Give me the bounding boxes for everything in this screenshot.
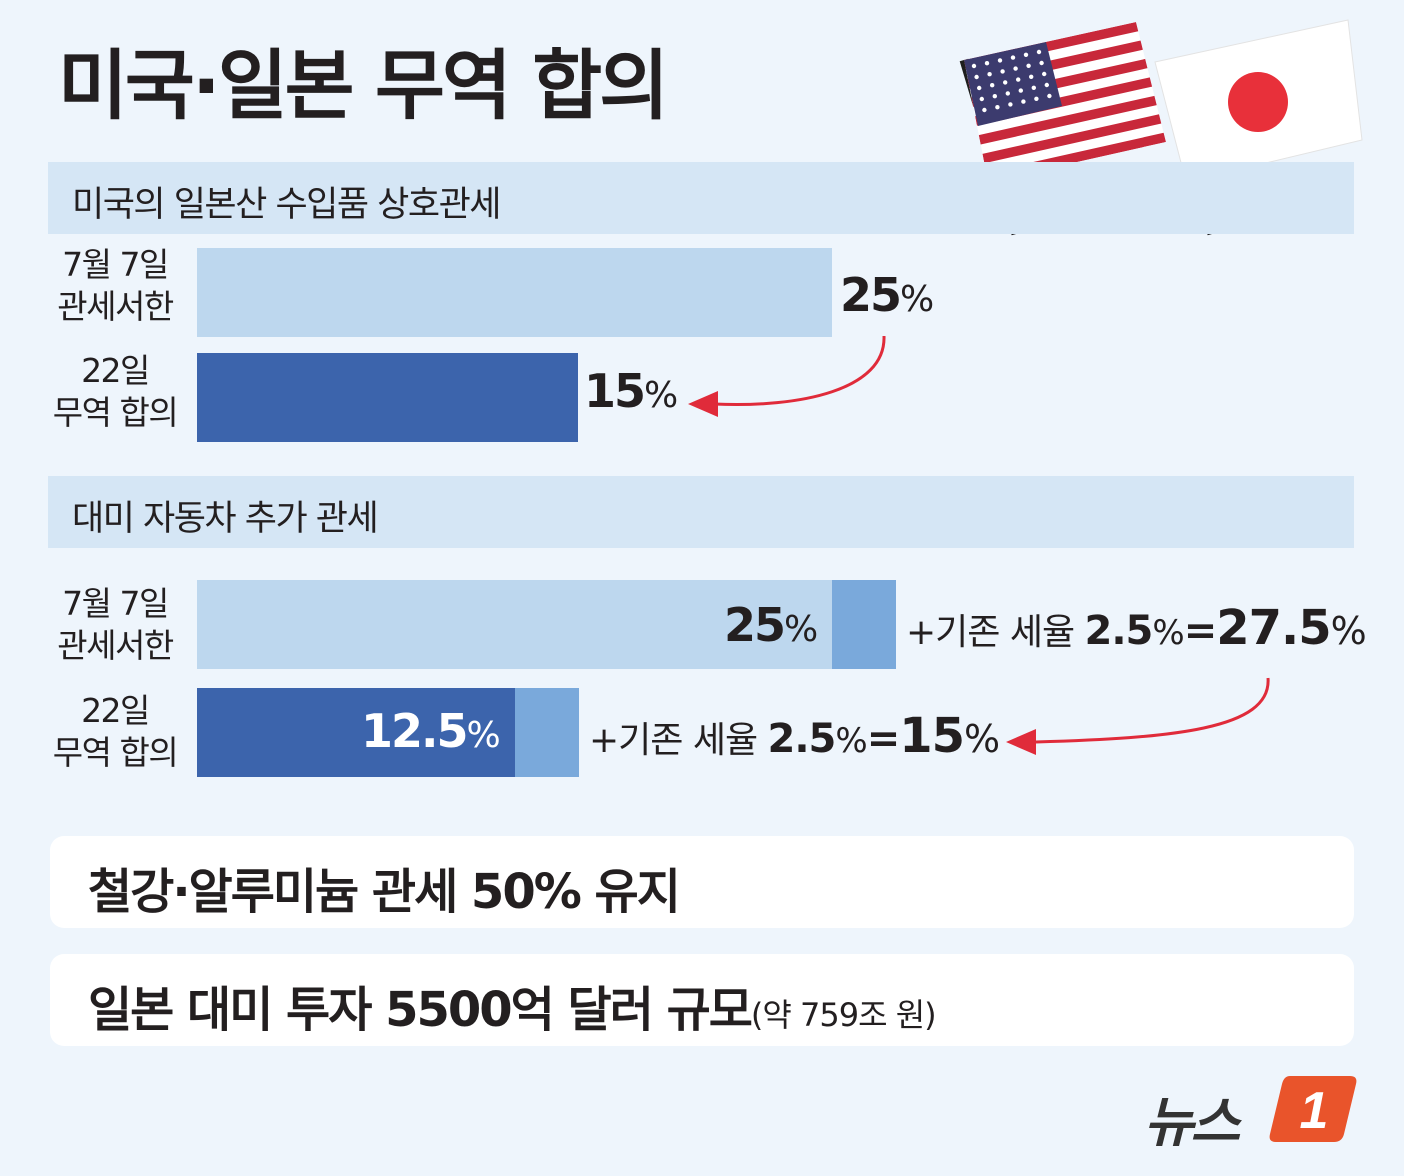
row-label-deal: 22일 무역 합의 [40,350,190,434]
flag-star [1013,66,1018,71]
flag-star [977,85,982,91]
row-label-letter: 7월 7일 관세서한 [40,244,190,328]
row-label-line2: 관세서한 [57,287,174,326]
flag-star [1034,96,1039,102]
info-text: 일본 대미 투자 5500억 달러 규모(약 759조 원) [88,982,937,1038]
flag-star [1003,80,1008,85]
news1-logo: 뉴스 1 [1144,1072,1358,1154]
flag-star [1039,60,1044,66]
flag-star [1044,82,1049,88]
flag-star [971,63,977,69]
flag-star [1016,77,1021,82]
row-label-letter: 7월 7일 관세서한 [40,583,190,667]
bar-letter-auto-tariff [197,580,832,669]
row-label-line1: 22일 [81,351,150,390]
bar-deal-existing-rate [515,688,579,777]
flag-star [982,107,987,113]
value-label-deal: 15% [584,364,679,418]
flag-star [974,74,979,80]
flag-star [1047,93,1052,99]
section-title: 미국의 일본산 수입품 상호관세 [72,185,501,225]
row-label-line2: 관세서한 [57,626,174,665]
flag-star [987,72,992,77]
info-text: 철강·알루미늄 관세 50% 유지 [88,864,681,920]
row-label-line2: 무역 합의 [52,393,179,432]
value-label-deal-auto: 12.5% [361,704,501,758]
row-label-line2: 무역 합의 [52,733,179,772]
flag-star [979,96,984,102]
section-header-auto-tariff: 대미 자동차 추가 관세 [48,476,1354,548]
flag-star [995,105,1000,110]
bar-deal-auto-tariff [197,688,515,777]
info-box-steel: 철강·알루미늄 관세 50% 유지 [50,836,1354,928]
flag-star [1000,69,1005,74]
flag-star [984,61,990,66]
flags-illustration [959,19,1363,236]
flag-star [1029,74,1034,79]
value-label-letter-auto: 25% [724,598,819,652]
us-flag-icon [959,22,1166,236]
flag-star [1021,99,1026,104]
bar-letter-existing-rate [832,580,896,669]
row-label-line1: 7월 7일 [62,245,169,284]
bar-deal-tariff [197,353,578,442]
note-deal-total: +기존 세율 2.5%=15% [589,708,1000,764]
flag-star [990,83,995,88]
row-label-line1: 22일 [81,691,150,730]
curved-arrow-icon [1006,677,1270,755]
curved-arrow-icon [688,335,886,417]
section-header-reciprocal-tariff: 미국의 일본산 수입품 상호관세 [48,162,1354,234]
flag-star [997,58,1003,63]
logo-badge-icon: 1 [1269,1076,1357,1142]
flag-star [1008,102,1013,107]
row-label-deal: 22일 무역 합의 [40,690,190,774]
flag-stripe [978,95,1157,145]
flag-star [1031,85,1036,91]
flag-stripe [982,114,1162,164]
flag-star [992,94,997,99]
flag-star [1005,91,1010,96]
flag-star [1042,71,1047,77]
flag-star [1026,63,1031,68]
bar-letter-tariff [197,248,832,337]
info-box-investment: 일본 대미 투자 5500억 달러 규모(약 759조 원) [50,954,1354,1046]
logo-text: 뉴스 [1144,1091,1240,1154]
row-label-line1: 7월 7일 [62,584,169,623]
flag-star [1018,88,1023,93]
logo-badge-text: 1 [1300,1082,1329,1140]
section-title: 대미 자동차 추가 관세 [72,499,379,539]
page-title: 미국·일본 무역 합의 [58,41,669,130]
flag-star [1010,55,1016,60]
flag-star [1023,52,1029,57]
value-label-letter: 25% [840,268,935,322]
note-letter-total: +기존 세율 2.5%=27.5% [906,600,1367,656]
flag-star [1036,49,1042,55]
